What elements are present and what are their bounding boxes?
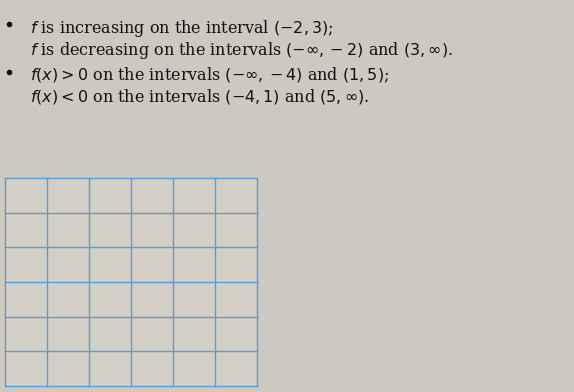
Text: $f$ is decreasing on the intervals $(-\infty, -2)$ and $(3, \infty)$.: $f$ is decreasing on the intervals $(-\i…	[30, 40, 453, 61]
Text: $f(x) > 0$ on the intervals $(-\infty, -4)$ and $(1, 5)$;: $f(x) > 0$ on the intervals $(-\infty, -…	[30, 65, 389, 85]
Text: $f$ is increasing on the interval $(-2, 3)$;: $f$ is increasing on the interval $(-2, …	[30, 18, 333, 39]
Bar	[5, 178, 257, 386]
Text: $f(x) < 0$ on the intervals $(-4, 1)$ and $(5, \infty)$.: $f(x) < 0$ on the intervals $(-4, 1)$ an…	[30, 87, 369, 106]
